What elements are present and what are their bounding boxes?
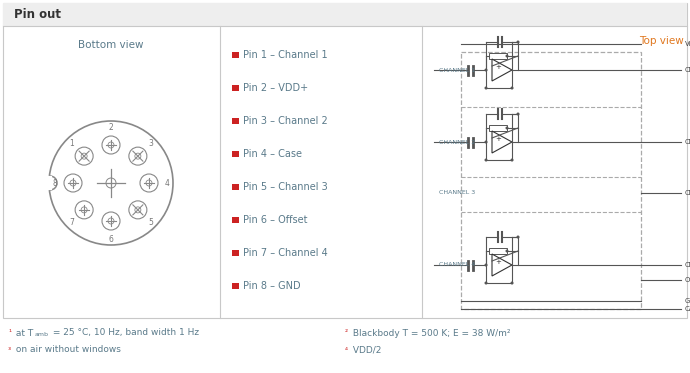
Text: CH2: CH2 xyxy=(685,139,690,145)
Circle shape xyxy=(511,282,513,285)
Circle shape xyxy=(81,153,87,159)
Circle shape xyxy=(484,87,488,90)
Bar xyxy=(232,184,239,190)
Bar xyxy=(489,125,507,131)
Text: = 25 °C, 10 Hz, band width 1 Hz: = 25 °C, 10 Hz, band width 1 Hz xyxy=(50,329,199,338)
Circle shape xyxy=(484,159,488,162)
Text: Bottom view: Bottom view xyxy=(78,40,144,50)
Text: Pin 2 – VDD+: Pin 2 – VDD+ xyxy=(243,83,308,93)
Circle shape xyxy=(106,178,116,188)
Circle shape xyxy=(506,250,509,253)
Text: CHANNEL 3: CHANNEL 3 xyxy=(439,191,475,195)
Text: ⁴: ⁴ xyxy=(345,345,348,354)
Text: Pin out: Pin out xyxy=(14,8,61,21)
Text: VDD+: VDD+ xyxy=(685,41,690,47)
Circle shape xyxy=(81,207,87,213)
Bar xyxy=(232,250,239,256)
Wedge shape xyxy=(50,176,57,190)
Bar xyxy=(489,248,507,254)
Text: VDD/2: VDD/2 xyxy=(350,345,382,354)
Text: at T: at T xyxy=(13,329,33,338)
Text: 2: 2 xyxy=(108,122,113,132)
Circle shape xyxy=(108,142,114,148)
Text: +: + xyxy=(495,64,501,70)
Circle shape xyxy=(517,235,520,238)
Text: on air without windows: on air without windows xyxy=(13,345,121,354)
Bar xyxy=(232,282,239,289)
Circle shape xyxy=(511,87,513,90)
Text: CHANNEL 2: CHANNEL 2 xyxy=(439,140,475,144)
Text: CHANNEL 1: CHANNEL 1 xyxy=(439,68,475,72)
Text: 3: 3 xyxy=(148,139,153,148)
Circle shape xyxy=(484,69,488,72)
Bar xyxy=(232,216,239,223)
Circle shape xyxy=(484,141,488,144)
Bar xyxy=(232,117,239,124)
Bar xyxy=(232,85,239,91)
Circle shape xyxy=(484,263,488,266)
Circle shape xyxy=(64,174,82,192)
Text: Pin 5 – Channel 3: Pin 5 – Channel 3 xyxy=(243,182,328,192)
Circle shape xyxy=(102,212,120,230)
Text: 7: 7 xyxy=(69,218,74,227)
Text: 5: 5 xyxy=(148,218,153,227)
Bar xyxy=(461,52,641,309)
Text: CHANNEL 4: CHANNEL 4 xyxy=(439,263,475,267)
Circle shape xyxy=(129,147,147,165)
Bar xyxy=(3,3,687,26)
Text: Blackbody T = 500 K; E = 38 W/m²: Blackbody T = 500 K; E = 38 W/m² xyxy=(350,329,511,338)
Text: Offset: Offset xyxy=(685,277,690,283)
Text: CASE: CASE xyxy=(685,306,690,312)
Circle shape xyxy=(140,174,158,192)
Polygon shape xyxy=(492,254,512,276)
Bar xyxy=(232,51,239,58)
Text: Pin 6 – Offset: Pin 6 – Offset xyxy=(243,215,308,225)
Polygon shape xyxy=(492,131,512,153)
Circle shape xyxy=(517,41,520,44)
Text: amb: amb xyxy=(35,332,49,338)
Circle shape xyxy=(511,159,513,162)
Text: ²: ² xyxy=(345,329,348,338)
Bar xyxy=(489,53,507,59)
Circle shape xyxy=(135,207,141,213)
Text: CH1: CH1 xyxy=(685,67,690,73)
Text: ³: ³ xyxy=(8,345,11,354)
Text: Top view: Top view xyxy=(639,36,684,46)
Text: Pin 8 – GND: Pin 8 – GND xyxy=(243,281,301,291)
Bar xyxy=(3,3,687,318)
Circle shape xyxy=(102,136,120,154)
Bar xyxy=(232,150,239,157)
Circle shape xyxy=(70,180,76,186)
Circle shape xyxy=(135,153,141,159)
Text: Pin 1 – Channel 1: Pin 1 – Channel 1 xyxy=(243,50,328,60)
Circle shape xyxy=(49,121,173,245)
Circle shape xyxy=(146,180,152,186)
Circle shape xyxy=(75,201,93,219)
Text: CH4: CH4 xyxy=(685,262,690,268)
Text: 6: 6 xyxy=(108,235,113,244)
Text: GND: GND xyxy=(685,298,690,304)
Circle shape xyxy=(506,126,509,129)
Text: Pin 3 – Channel 2: Pin 3 – Channel 2 xyxy=(243,116,328,126)
Text: ¹: ¹ xyxy=(8,329,11,338)
Text: Pin 4 – Case: Pin 4 – Case xyxy=(243,149,302,159)
Circle shape xyxy=(506,54,509,57)
Text: CH3: CH3 xyxy=(685,190,690,196)
Circle shape xyxy=(108,218,114,224)
Circle shape xyxy=(75,147,93,165)
Circle shape xyxy=(129,201,147,219)
Circle shape xyxy=(484,282,488,285)
Text: Pin 7 – Channel 4: Pin 7 – Channel 4 xyxy=(243,248,328,258)
Text: 4: 4 xyxy=(164,179,170,188)
Circle shape xyxy=(517,113,520,116)
Text: 1: 1 xyxy=(69,139,74,148)
Text: 8: 8 xyxy=(52,179,57,188)
Text: +: + xyxy=(495,136,501,142)
Polygon shape xyxy=(492,59,512,81)
Text: +: + xyxy=(495,259,501,265)
